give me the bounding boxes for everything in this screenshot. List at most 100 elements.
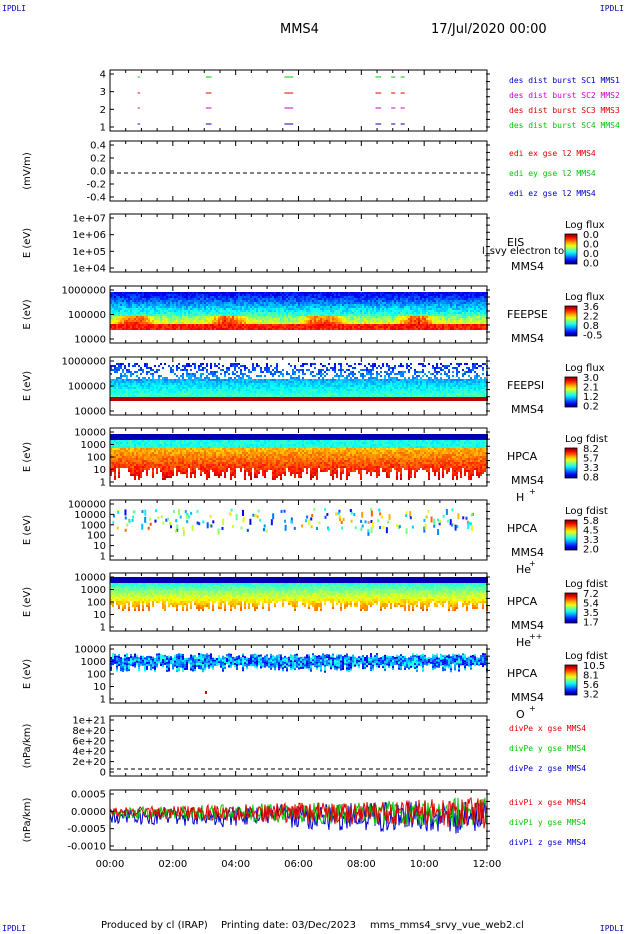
heatmap-cell [378, 302, 380, 304]
heatmap-cell [192, 395, 194, 397]
heatmap-cell [234, 387, 236, 389]
heatmap-cell [244, 387, 246, 389]
heatmap-cell [184, 379, 186, 381]
heatmap-cell [222, 320, 224, 322]
heatmap-cell [212, 300, 214, 302]
heatmap-cell [426, 306, 428, 308]
heatmap-cell [230, 399, 232, 401]
heatmap-cell [164, 381, 166, 383]
heatmap-cell [226, 385, 228, 387]
legend-entry: des dist burst SC2 MMS2 [509, 91, 620, 100]
heatmap-cell [120, 300, 122, 302]
heatmap-cell [198, 304, 200, 306]
heatmap-cell [394, 310, 396, 312]
heatmap-cell [220, 326, 222, 328]
heatmap-cell [300, 306, 302, 308]
heatmap-cell [386, 324, 388, 326]
heatmap-cell [148, 381, 150, 383]
heatmap-cell [388, 324, 390, 326]
heatmap-cell [422, 300, 424, 302]
heatmap-cell [160, 381, 162, 383]
heatmap-cell [226, 296, 228, 298]
heatmap-cell [436, 304, 438, 306]
heatmap-cell [114, 292, 116, 294]
heatmap-cell [450, 324, 452, 326]
heatmap-cell [428, 316, 430, 318]
heatmap-cell [294, 316, 296, 318]
heatmap-cell [226, 306, 228, 308]
heatmap-cell [188, 397, 190, 399]
heatmap-cell [298, 316, 300, 318]
heatmap-cell [110, 316, 112, 318]
heatmap-cell [464, 320, 466, 322]
heatmap-cell [274, 328, 276, 330]
heatmap-cell [140, 316, 142, 318]
heatmap-cell [238, 304, 240, 306]
heatmap-cell [280, 292, 282, 294]
heatmap-cell [234, 395, 236, 397]
heatmap-cell [466, 328, 468, 330]
heatmap-cell [200, 302, 202, 304]
heatmap-cell [290, 302, 292, 304]
heatmap-cell [178, 312, 180, 314]
heatmap-cell [268, 312, 270, 314]
heatmap-cell [400, 296, 402, 298]
heatmap-cell [192, 381, 194, 383]
heatmap-cell [144, 387, 146, 389]
heatmap-cell [358, 318, 360, 320]
heatmap-cell [184, 314, 186, 316]
heatmap-cell [210, 367, 212, 369]
heatmap-cell [132, 322, 134, 324]
y-tick-label: 10000 [74, 335, 106, 346]
heatmap-cell [440, 292, 442, 294]
heatmap-cell [380, 314, 382, 316]
heatmap-cell [484, 298, 486, 300]
heatmap-cell [136, 389, 138, 391]
heatmap-cell [242, 300, 244, 302]
heatmap-cell [290, 294, 292, 296]
heatmap-cell [270, 326, 272, 328]
heatmap-cell [248, 300, 250, 302]
heatmap-cell [462, 292, 464, 294]
heatmap-cell [392, 296, 394, 298]
heatmap-cell [276, 324, 278, 326]
heatmap-cell [386, 318, 388, 320]
heatmap-cell [114, 314, 116, 316]
heatmap-cell [396, 324, 398, 326]
heatmap-cell [202, 381, 204, 383]
heatmap-cell [430, 306, 432, 308]
heatmap-cell [476, 316, 478, 318]
heatmap-cell [138, 298, 140, 300]
heatmap-cell [314, 324, 316, 326]
heatmap-cell [140, 383, 142, 385]
heatmap-cell [120, 328, 122, 330]
heatmap-cell [176, 328, 178, 330]
heatmap-cell [228, 298, 230, 300]
heatmap-cell [146, 316, 148, 318]
heatmap-cell [258, 294, 260, 296]
heatmap-cell [130, 387, 132, 389]
heatmap-cell [332, 302, 334, 304]
heatmap-cell [422, 294, 424, 296]
heatmap-cell [146, 367, 148, 369]
heatmap-cell [402, 314, 404, 316]
heatmap-cell [322, 310, 324, 312]
heatmap-cell [294, 312, 296, 314]
heatmap-cell [110, 326, 112, 328]
heatmap-cell [244, 294, 246, 296]
heatmap-cell [376, 296, 378, 298]
heatmap-cell [236, 296, 238, 298]
heatmap-cell [346, 292, 348, 294]
heatmap-cell [484, 322, 486, 324]
heatmap-cell [212, 389, 214, 391]
heatmap-cell [346, 312, 348, 314]
heatmap-cell [266, 306, 268, 308]
heatmap-cell [386, 316, 388, 318]
heatmap-cell [170, 324, 172, 326]
heatmap-cell [252, 383, 254, 385]
heatmap-cell [404, 308, 406, 310]
heatmap-cell [218, 383, 220, 385]
heatmap-cell [130, 393, 132, 395]
heatmap-cell [406, 310, 408, 312]
heatmap-cell [254, 399, 256, 401]
